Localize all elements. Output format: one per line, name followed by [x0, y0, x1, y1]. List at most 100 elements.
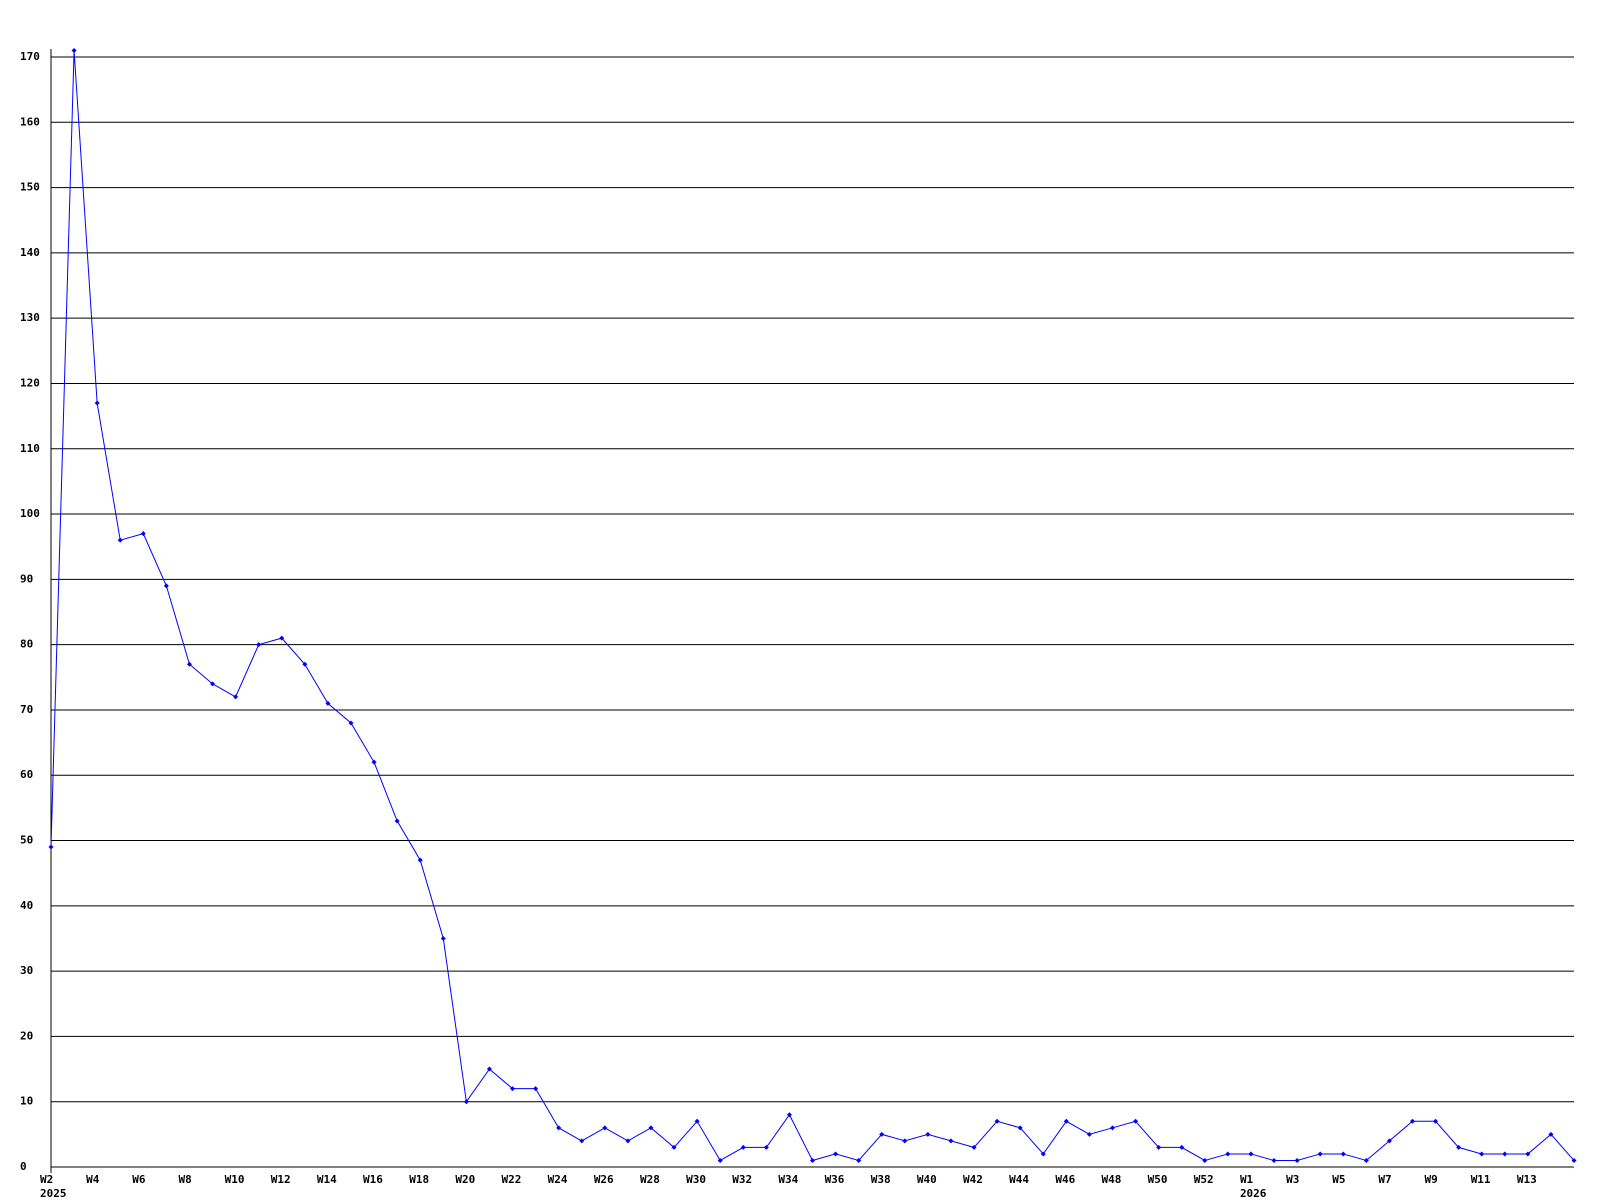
point	[740, 1144, 746, 1150]
point	[1571, 1157, 1577, 1163]
point	[279, 635, 285, 641]
point	[948, 1138, 954, 1144]
point	[925, 1131, 931, 1137]
point	[371, 759, 377, 765]
x-tick-label: W13	[1517, 1173, 1537, 1186]
point	[417, 857, 423, 863]
x-tick-label: W10	[225, 1173, 245, 1186]
y-tick-label: 50	[20, 834, 33, 847]
y-tick-label: 90	[20, 572, 33, 585]
point	[717, 1157, 723, 1163]
point	[648, 1125, 654, 1131]
point	[556, 1125, 562, 1131]
point	[486, 1066, 492, 1072]
point	[1386, 1138, 1392, 1144]
point	[1179, 1144, 1185, 1150]
y-tick-label: 130	[20, 311, 40, 324]
point	[1409, 1118, 1415, 1124]
point	[71, 47, 77, 53]
point	[302, 661, 308, 667]
point	[94, 400, 100, 406]
point	[394, 818, 400, 824]
year-label: 2025	[40, 1187, 67, 1200]
point	[602, 1125, 608, 1131]
line	[50, 50, 1575, 1162]
point	[879, 1131, 885, 1137]
x-tick-label: W2	[40, 1173, 53, 1186]
x-tick-label: W18	[409, 1173, 429, 1186]
point	[763, 1144, 769, 1150]
point	[1271, 1157, 1277, 1163]
point	[140, 531, 146, 537]
x-tick-label: W36	[825, 1173, 845, 1186]
point	[1017, 1125, 1023, 1131]
y-tick-label: 160	[20, 115, 40, 128]
point	[233, 694, 239, 700]
point	[833, 1151, 839, 1157]
point	[786, 1112, 792, 1118]
point	[1433, 1118, 1439, 1124]
x-tick-label: W38	[871, 1173, 891, 1186]
point	[1248, 1151, 1254, 1157]
x-tick-label: W52	[1194, 1173, 1214, 1186]
point	[994, 1118, 1000, 1124]
x-tick-label: W11	[1471, 1173, 1491, 1186]
point	[463, 1099, 469, 1105]
y-tick-label: 30	[20, 964, 33, 977]
x-tick-label: W14	[317, 1173, 337, 1186]
x-tick-label: W20	[455, 1173, 475, 1186]
point	[256, 642, 262, 648]
year-label: 2026	[1240, 1187, 1267, 1200]
y-tick-label: 40	[20, 899, 33, 912]
point	[579, 1138, 585, 1144]
x-tick-label: W8	[178, 1173, 191, 1186]
point	[1294, 1157, 1300, 1163]
x-tick-label: W24	[548, 1173, 568, 1186]
x-tick-label: W3	[1286, 1173, 1299, 1186]
point	[1086, 1131, 1092, 1137]
x-tick-label: W44	[1009, 1173, 1029, 1186]
point	[163, 583, 169, 589]
point	[810, 1157, 815, 1163]
y-tick-label: 80	[20, 638, 33, 651]
point	[1063, 1118, 1069, 1124]
point	[440, 935, 446, 941]
point	[1479, 1151, 1485, 1157]
x-tick-label: W16	[363, 1173, 383, 1186]
y-tick-label: 150	[20, 181, 40, 194]
point	[186, 661, 192, 667]
point	[1040, 1151, 1046, 1157]
point	[1525, 1151, 1531, 1157]
y-tick-label: 170	[20, 50, 40, 63]
point	[1109, 1125, 1115, 1131]
point	[625, 1138, 631, 1144]
point	[210, 681, 216, 687]
x-tick-label: W50	[1148, 1173, 1168, 1186]
x-tick-label: W5	[1332, 1173, 1345, 1186]
x-tick-label: W22	[502, 1173, 522, 1186]
x-tick-label: W7	[1378, 1173, 1391, 1186]
point	[856, 1157, 862, 1163]
y-tick-label: 10	[20, 1095, 33, 1108]
y-tick-label: 20	[20, 1029, 33, 1042]
point	[510, 1086, 516, 1092]
x-tick-label: W9	[1425, 1173, 1438, 1186]
x-tick-label: W6	[132, 1173, 146, 1186]
point	[1317, 1151, 1323, 1157]
x-tick-label: W1	[1240, 1173, 1254, 1186]
point	[1456, 1144, 1462, 1150]
y-tick-label: 120	[20, 376, 40, 389]
point	[671, 1144, 677, 1150]
x-tick-label: W32	[732, 1173, 752, 1186]
point	[1202, 1157, 1208, 1163]
x-tick-label: W48	[1101, 1173, 1121, 1186]
y-tick-label: 140	[20, 246, 40, 259]
y-tick-label: 70	[20, 703, 33, 716]
point	[1502, 1151, 1508, 1157]
point	[1340, 1151, 1346, 1157]
point	[1363, 1157, 1369, 1163]
x-tick-label: W26	[594, 1173, 614, 1186]
point	[48, 844, 54, 850]
x-tick-label: W40	[917, 1173, 937, 1186]
